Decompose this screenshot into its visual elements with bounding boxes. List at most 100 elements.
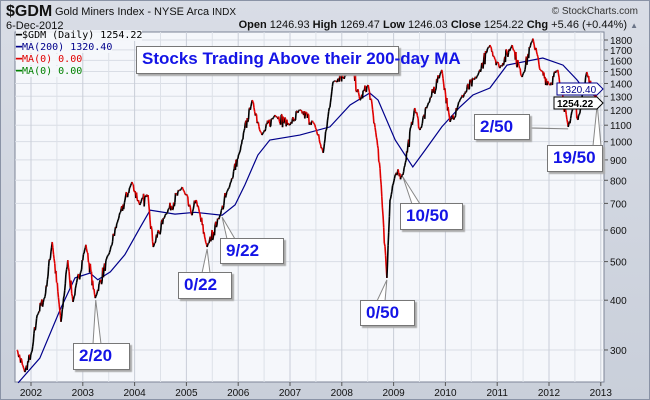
- price-bar: [210, 238, 213, 242]
- price-bar: [203, 236, 207, 240]
- price-bar: [427, 102, 430, 106]
- price-bar: [416, 115, 419, 119]
- price-bar: [164, 213, 167, 216]
- chg-label: Chg: [526, 19, 549, 31]
- price-bar: [116, 219, 119, 223]
- price-bar: [185, 193, 188, 197]
- price-bar: [421, 123, 424, 126]
- price-bar: [37, 312, 40, 315]
- price-bar: [243, 128, 246, 131]
- y-tick-label: 1400: [610, 79, 633, 90]
- index-title: Gold Miners Index - NYSE Arca: [55, 6, 210, 18]
- price-bar: [402, 171, 405, 176]
- x-tick-label: 2003: [72, 388, 95, 399]
- price-bar: [317, 134, 321, 140]
- price-bar: [148, 210, 151, 220]
- price-bar: [68, 271, 71, 281]
- price-bar: [521, 73, 525, 76]
- price-bar: [229, 181, 232, 184]
- ohlc-summary: Open 1246.93 High 1269.47 Low 1246.03 Cl…: [239, 19, 638, 31]
- price-bar: [247, 109, 250, 120]
- price-bar: [367, 84, 370, 89]
- price-bar: [520, 74, 523, 77]
- price-bar: [332, 80, 335, 83]
- price-bar: [432, 89, 435, 94]
- price-bar: [108, 251, 111, 255]
- price-bar: [386, 245, 389, 264]
- price-bar: [105, 256, 108, 260]
- price-bar: [396, 171, 399, 176]
- price-bar: [389, 198, 392, 201]
- price-markers: 1320.40 1254.22: [553, 82, 604, 110]
- price-bar: [578, 112, 581, 115]
- price-bar: [51, 241, 54, 248]
- price-bar: [117, 215, 121, 219]
- price-bar: [357, 92, 361, 97]
- price-bar: [492, 55, 495, 58]
- price-bar: [373, 122, 376, 128]
- price-bar: [278, 121, 281, 124]
- price-bar: [74, 288, 77, 296]
- y-tick-label: 1000: [610, 138, 633, 149]
- price-bar: [80, 260, 83, 270]
- price-bar: [274, 114, 277, 117]
- price-bar: [288, 123, 291, 126]
- legend-label: $GDM (Daily) 1254.22: [22, 30, 143, 41]
- price-bar: [53, 258, 56, 264]
- price-bar: [47, 259, 50, 267]
- price-bar: [529, 45, 532, 48]
- price-bar: [307, 113, 310, 116]
- price-bar: [325, 128, 328, 131]
- low-label: Low: [382, 19, 405, 31]
- price-bar: [489, 44, 492, 48]
- price-bar: [40, 301, 43, 306]
- price-bar: [28, 354, 31, 356]
- price-bar: [36, 313, 39, 316]
- price-bar: [46, 275, 49, 281]
- price-bar: [279, 114, 282, 125]
- y-tick-label: 1600: [610, 56, 633, 67]
- annotation-0-50: 0/50: [360, 300, 415, 326]
- price-bar: [414, 107, 417, 112]
- price-bar: [22, 365, 25, 369]
- price-bar: [536, 54, 539, 57]
- price-bar: [83, 247, 87, 250]
- price-bar: [378, 162, 381, 169]
- price-bar: [326, 116, 329, 121]
- price-bar: [107, 254, 110, 257]
- price-bar: [271, 117, 274, 120]
- price-bar: [376, 145, 379, 149]
- price-bar: [384, 246, 387, 256]
- price-bar: [89, 263, 92, 272]
- price-bar: [314, 127, 317, 130]
- price-bar: [460, 96, 463, 99]
- price-bar: [323, 143, 326, 150]
- price-bar: [442, 78, 445, 85]
- price-bar: [453, 117, 456, 120]
- copyright[interactable]: © StockCharts.com: [551, 6, 638, 17]
- price-bar: [311, 120, 314, 123]
- price-bar: [98, 281, 101, 285]
- price-bar: [173, 202, 176, 207]
- price-bar: [471, 78, 474, 87]
- price-bar: [224, 194, 227, 198]
- price-bar: [329, 97, 332, 103]
- price-bar: [243, 122, 247, 129]
- y-tick-label: 1800: [610, 36, 633, 47]
- x-tick-label: 2009: [382, 388, 405, 399]
- legend-label: MA(0) 0.00: [22, 54, 83, 65]
- legend-label: MA(200) 1320.40: [22, 42, 113, 53]
- price-bar: [509, 47, 512, 50]
- price-bar: [242, 130, 245, 134]
- price-bar: [397, 169, 400, 173]
- price-bar: [272, 115, 276, 118]
- price-bar: [368, 88, 371, 93]
- price-bar: [517, 59, 520, 64]
- price-bar: [199, 213, 202, 218]
- price-bar: [61, 306, 64, 310]
- price-bar: [168, 207, 170, 210]
- price-bar: [456, 104, 459, 108]
- price-bar: [91, 280, 95, 290]
- price-bar: [437, 75, 440, 78]
- price-bar: [31, 346, 34, 352]
